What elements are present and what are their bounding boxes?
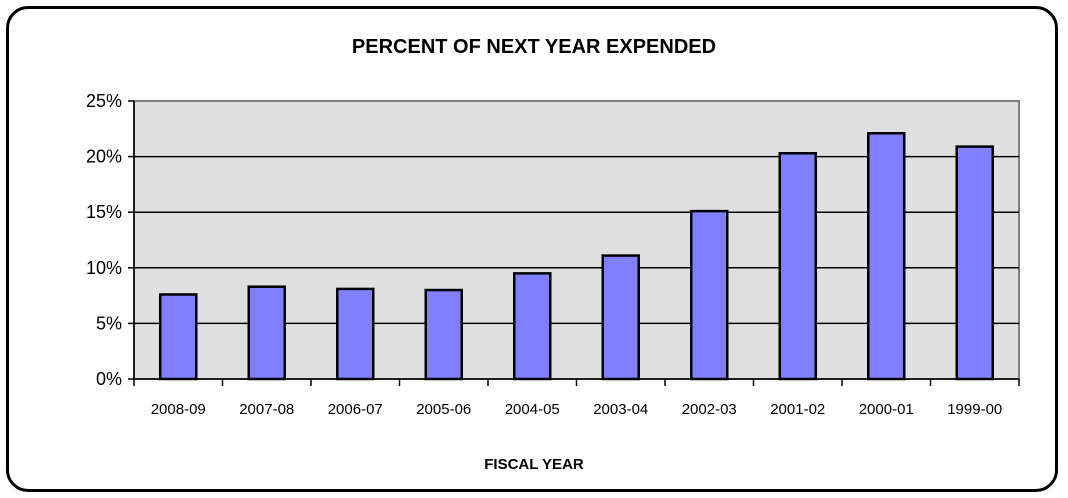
y-tick-label: 20% [86, 147, 122, 167]
bar [336, 287, 375, 381]
bar [955, 145, 994, 381]
x-tick-label: 2004-05 [505, 401, 560, 418]
x-tick-label: 2005-06 [416, 401, 471, 418]
bar [690, 209, 729, 381]
bar [159, 293, 198, 381]
y-tick-label: 10% [86, 258, 122, 278]
y-tick-label: 5% [96, 313, 122, 333]
bar [424, 288, 463, 381]
plot-area: 0% 5% 10% 15% 20% 25% 2008-09 2007-08 2006-07 200… [86, 91, 1020, 418]
y-tick-label: 0% [96, 369, 122, 389]
bar [778, 152, 817, 381]
bar [601, 254, 640, 381]
bar [867, 131, 906, 381]
y-tick-label: 15% [86, 202, 122, 222]
chart-title: PERCENT OF NEXT YEAR EXPENDED [351, 36, 717, 58]
x-tick-label: 2002-03 [682, 401, 737, 418]
x-tick-label: 2008-09 [151, 401, 206, 418]
x-tick-label: 2001-02 [770, 401, 825, 418]
y-tick-label: 25% [86, 91, 122, 111]
bar [247, 285, 286, 381]
bar [513, 272, 552, 381]
x-tick-label: 1999-00 [947, 401, 1002, 418]
x-tick-label: 2003-04 [593, 401, 648, 418]
x-tick-label: 2007-08 [239, 401, 294, 418]
x-tick-label: 2000-01 [859, 401, 914, 418]
x-tick-label: 2006-07 [328, 401, 383, 418]
x-axis-title: FISCAL YEAR [484, 456, 584, 473]
